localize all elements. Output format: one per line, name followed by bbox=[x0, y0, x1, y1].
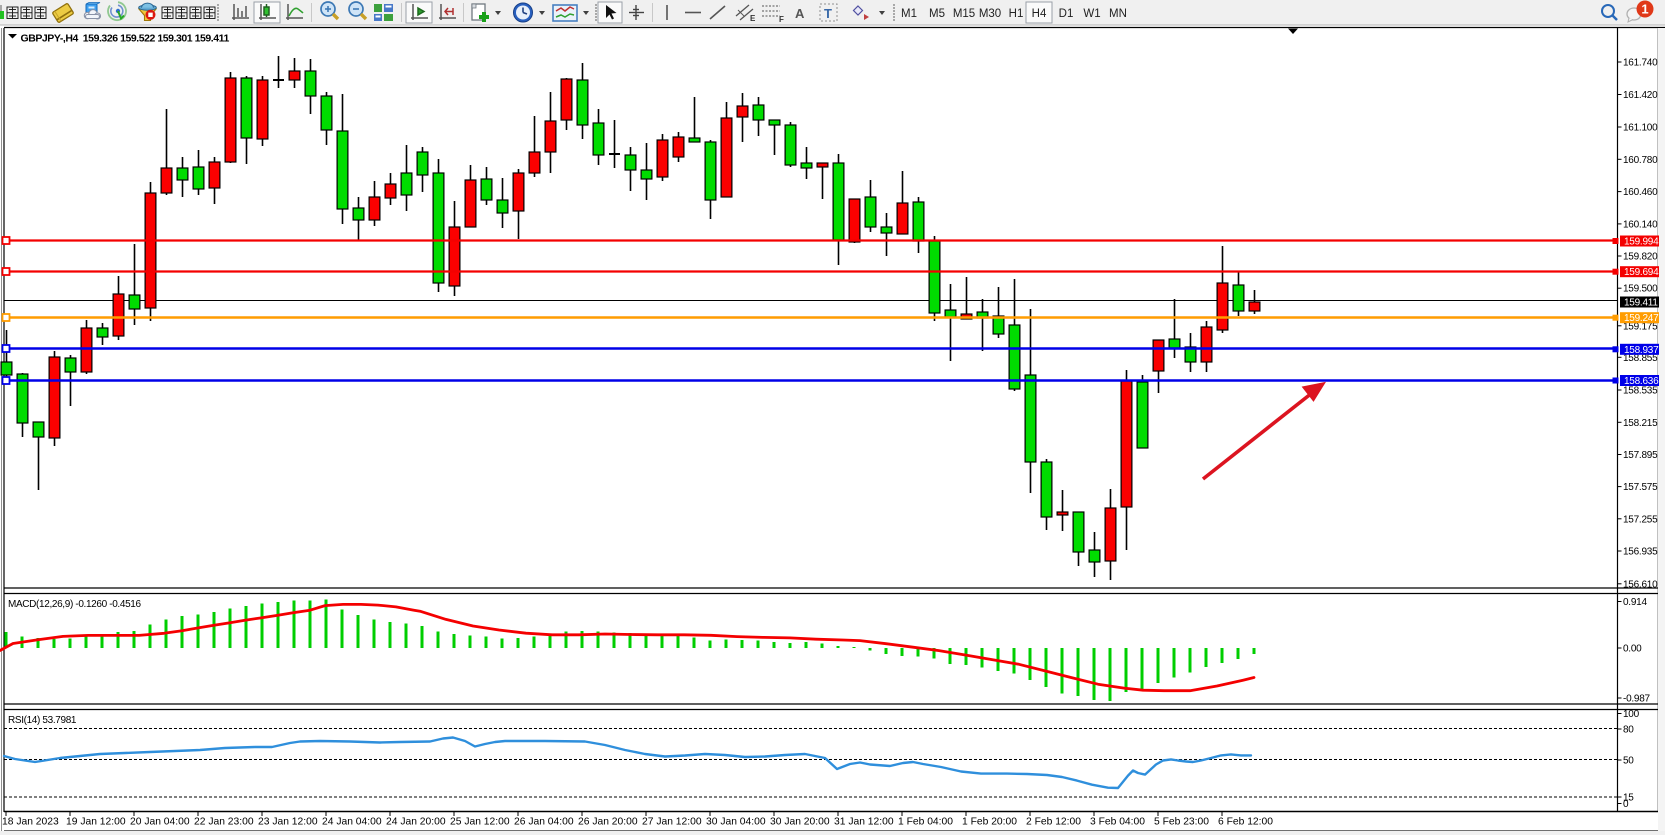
svg-text:159.500: 159.500 bbox=[1623, 284, 1658, 295]
svg-text:161.740: 161.740 bbox=[1623, 58, 1658, 69]
svg-text:50: 50 bbox=[1623, 756, 1634, 767]
svg-text:156.935: 156.935 bbox=[1623, 547, 1658, 558]
svg-text:MACD(12,26,9) -0.1260 -0.4516: MACD(12,26,9) -0.1260 -0.4516 bbox=[8, 599, 141, 610]
svg-text:157.895: 157.895 bbox=[1623, 450, 1658, 461]
svg-text:159.820: 159.820 bbox=[1623, 252, 1658, 263]
svg-text:160.140: 160.140 bbox=[1623, 219, 1658, 230]
svg-text:24 Jan 04:00: 24 Jan 04:00 bbox=[322, 817, 382, 828]
svg-text:RSI(14) 53.7981: RSI(14) 53.7981 bbox=[8, 715, 77, 726]
svg-text:F: F bbox=[779, 15, 784, 24]
svg-text:E: E bbox=[750, 14, 756, 23]
svg-text:161.100: 161.100 bbox=[1623, 123, 1658, 134]
svg-text:-0.987: -0.987 bbox=[1623, 694, 1651, 705]
svg-text:161.420: 161.420 bbox=[1623, 90, 1658, 101]
svg-text:159.247: 159.247 bbox=[1624, 313, 1659, 324]
svg-text:0.914: 0.914 bbox=[1623, 597, 1647, 608]
svg-text:M1: M1 bbox=[901, 8, 917, 20]
svg-text:159.694: 159.694 bbox=[1624, 267, 1659, 278]
svg-text:156.610: 156.610 bbox=[1623, 579, 1658, 590]
svg-text:3 Feb 04:00: 3 Feb 04:00 bbox=[1090, 817, 1145, 828]
svg-text:2 Feb 12:00: 2 Feb 12:00 bbox=[1026, 817, 1081, 828]
svg-text:H4: H4 bbox=[1032, 8, 1047, 20]
svg-text:24 Jan 20:00: 24 Jan 20:00 bbox=[386, 817, 446, 828]
svg-text:160.460: 160.460 bbox=[1623, 187, 1658, 198]
svg-text:1 Feb 04:00: 1 Feb 04:00 bbox=[898, 817, 953, 828]
svg-text:D1: D1 bbox=[1059, 8, 1074, 20]
svg-text:158.636: 158.636 bbox=[1624, 376, 1659, 387]
svg-text:M30: M30 bbox=[979, 8, 1001, 20]
svg-text:T: T bbox=[824, 6, 832, 21]
svg-text:27 Jan 12:00: 27 Jan 12:00 bbox=[642, 817, 702, 828]
svg-text:5 Feb 23:00: 5 Feb 23:00 bbox=[1154, 817, 1209, 828]
svg-text:158.937: 158.937 bbox=[1624, 345, 1659, 356]
svg-text:1: 1 bbox=[1641, 2, 1648, 17]
svg-text:H1: H1 bbox=[1009, 8, 1024, 20]
svg-text:159.994: 159.994 bbox=[1624, 237, 1659, 248]
svg-text:158.535: 158.535 bbox=[1623, 386, 1658, 397]
svg-text:31 Jan 12:00: 31 Jan 12:00 bbox=[834, 817, 894, 828]
svg-text:22 Jan 23:00: 22 Jan 23:00 bbox=[194, 817, 254, 828]
svg-text:19 Jan 12:00: 19 Jan 12:00 bbox=[66, 817, 126, 828]
svg-text:M5: M5 bbox=[929, 8, 945, 20]
svg-text:30 Jan 04:00: 30 Jan 04:00 bbox=[706, 817, 766, 828]
svg-text:0: 0 bbox=[1623, 799, 1629, 810]
svg-text:18 Jan 2023: 18 Jan 2023 bbox=[2, 817, 59, 828]
svg-text:6 Feb 12:00: 6 Feb 12:00 bbox=[1218, 817, 1273, 828]
svg-text:25 Jan 12:00: 25 Jan 12:00 bbox=[450, 817, 510, 828]
svg-text:23 Jan 12:00: 23 Jan 12:00 bbox=[258, 817, 318, 828]
svg-text:A: A bbox=[795, 6, 805, 21]
svg-text:26 Jan 20:00: 26 Jan 20:00 bbox=[578, 817, 638, 828]
svg-text:W1: W1 bbox=[1083, 8, 1100, 20]
svg-text:80: 80 bbox=[1623, 725, 1634, 736]
svg-text:MN: MN bbox=[1109, 8, 1127, 20]
svg-text:26 Jan 04:00: 26 Jan 04:00 bbox=[514, 817, 574, 828]
svg-text:158.215: 158.215 bbox=[1623, 418, 1658, 429]
svg-text:0.00: 0.00 bbox=[1623, 644, 1642, 655]
svg-text:100: 100 bbox=[1623, 709, 1640, 720]
svg-text:15: 15 bbox=[1623, 793, 1634, 804]
svg-text:159.175: 159.175 bbox=[1623, 321, 1658, 332]
svg-text:157.255: 157.255 bbox=[1623, 514, 1658, 525]
svg-text:20 Jan 04:00: 20 Jan 04:00 bbox=[130, 817, 190, 828]
svg-text:30 Jan 20:00: 30 Jan 20:00 bbox=[770, 817, 830, 828]
svg-text:M15: M15 bbox=[953, 8, 975, 20]
svg-text:1 Feb 20:00: 1 Feb 20:00 bbox=[962, 817, 1017, 828]
svg-text:160.780: 160.780 bbox=[1623, 155, 1658, 166]
svg-text:159.411: 159.411 bbox=[1624, 298, 1658, 309]
svg-text:157.575: 157.575 bbox=[1623, 482, 1658, 493]
svg-text:158.855: 158.855 bbox=[1623, 353, 1658, 364]
svg-text:GBPJPY-,H4 159.326 159.522 15: GBPJPY-,H4 159.326 159.522 159.301 159.4… bbox=[21, 33, 230, 45]
